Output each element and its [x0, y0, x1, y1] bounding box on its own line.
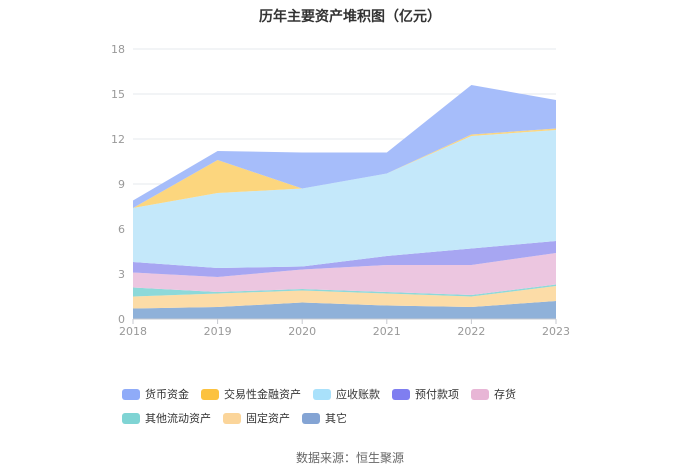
legend-swatch — [471, 388, 489, 400]
area-series-6 — [133, 128, 556, 208]
legend-label: 存货 — [494, 388, 516, 401]
data-source-note: 数据来源：恒生聚源 — [295, 451, 404, 465]
legend-item[interactable]: 其它 — [302, 411, 347, 425]
chart-title: 历年主要资产堆积图（亿元） — [259, 9, 441, 25]
area-series-1 — [133, 286, 556, 309]
legend-label: 其它 — [325, 412, 347, 425]
area-series-0 — [133, 301, 556, 319]
legend-swatch — [392, 388, 410, 400]
legend-item[interactable]: 货币资金 — [122, 387, 189, 401]
y-tick-label: 6 — [118, 223, 125, 236]
x-tick-label: 2022 — [457, 325, 485, 338]
y-tick-label: 15 — [111, 88, 125, 101]
x-tick-label: 2020 — [288, 325, 316, 338]
legend-item[interactable]: 固定资产 — [223, 411, 290, 425]
x-tick-label: 2018 — [119, 325, 147, 338]
legend-label: 固定资产 — [246, 412, 290, 425]
legend-item[interactable]: 其他流动资产 — [122, 411, 211, 425]
legend-swatch — [302, 412, 320, 424]
legend-swatch — [223, 412, 241, 424]
legend-label: 预付款项 — [415, 388, 459, 401]
area-series-4 — [133, 241, 556, 277]
chart-legend: 货币资金 交易性金融资产 应收账款 预付款项 存货其他流动资产 固定资产 其它 — [122, 387, 602, 425]
legend-item[interactable]: 预付款项 — [392, 387, 459, 401]
legend-swatch — [122, 388, 140, 400]
area-series-5 — [133, 130, 556, 268]
legend-swatch — [122, 412, 140, 424]
legend-swatch — [201, 388, 219, 400]
legend-item[interactable]: 存货 — [471, 387, 516, 401]
x-tick-label: 2019 — [204, 325, 232, 338]
area-series-3 — [133, 253, 556, 295]
legend-item[interactable]: 交易性金融资产 — [201, 387, 301, 401]
x-tick-label: 2021 — [373, 325, 401, 338]
legend-swatch — [313, 388, 331, 400]
legend-item[interactable]: 应收账款 — [313, 387, 380, 401]
legend-label: 交易性金融资产 — [224, 388, 301, 401]
y-tick-label: 3 — [118, 268, 125, 281]
y-tick-label: 12 — [111, 133, 125, 146]
legend-label: 货币资金 — [145, 388, 189, 401]
x-tick-label: 2023 — [542, 325, 570, 338]
y-tick-label: 0 — [118, 313, 125, 326]
y-tick-label: 9 — [118, 178, 125, 191]
area-series-7 — [133, 85, 556, 208]
y-tick-label: 18 — [111, 43, 125, 56]
legend-label: 其他流动资产 — [145, 412, 211, 425]
legend-label: 应收账款 — [336, 388, 380, 401]
